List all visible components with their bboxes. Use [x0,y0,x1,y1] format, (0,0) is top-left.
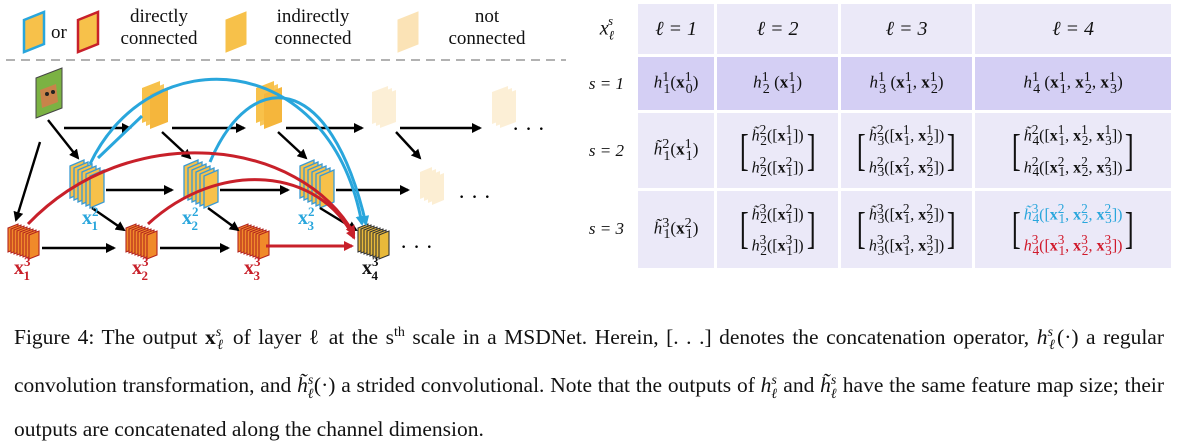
scale1-blocks [142,81,516,129]
label-x2-2: x2 2 [182,204,199,233]
caption-text-3: a regular convolution transformation, an… [14,325,1165,398]
legend-faded-block-icon [397,11,419,53]
red-arrows [26,151,356,251]
legend-indirect-block-icon [225,11,247,53]
cell-s2-l2: [h̃22([x11]) h22([x21])] [714,110,840,190]
caption-th: th [393,325,405,340]
cell-s1-l2: h12 (x11) [714,54,840,112]
label-x1-2: x2 1 [82,204,99,233]
cell-s1-l1: h11(x10) [637,54,716,112]
legend-or-text: or [51,22,67,43]
label-x1-3: x3 1 [14,254,31,283]
legend-directly-text: directly connected [120,6,198,49]
scale3-blocks [7,223,390,260]
legend-not-text: not connected [448,6,526,49]
row-label-s2: s = 2 [575,110,638,190]
row-label-s1: s = 1 [575,54,638,112]
caption-text-5: and [777,373,821,398]
cell-s3-l2: [h̃32([x21]) h32([x31])] [714,188,840,268]
cat-image [35,67,63,119]
node-labels: x2 1 x2 2 x2 3 x3 1 x3 2 x3 3 x3 4 [14,204,379,283]
label-x2-3: x3 2 [132,254,149,283]
legend: or directly connected indirectly connect… [0,0,570,62]
ellipsis-row1: · · · [512,116,545,141]
legend-blue-block-icon [22,10,46,54]
caption-text-1: of layer ℓ at the s [232,325,394,350]
label-x4-3: x3 4 [362,254,379,283]
figure-caption: Figure 4: The output xsℓ of layer ℓ at t… [14,325,1165,441]
cell-s1-l4: h14 (x11, x12, x13) [972,54,1171,112]
header-l2: ℓ = 2 [714,4,840,56]
black-arrows [13,119,482,253]
caption-text-4: a strided convolutional. Note that the o… [335,373,761,398]
ellipsis-row3: · · · [400,234,433,259]
label-x3-3: x3 3 [244,254,261,283]
header-l4: ℓ = 4 [972,4,1171,56]
header-l1: ℓ = 1 [637,4,716,56]
caption-x-symbol: x [204,325,216,350]
cell-s2-l1: h̃21(x11) [637,110,716,190]
legend-red-block-icon [76,10,100,54]
legend-indirectly-text: indirectly connected [274,6,352,49]
scale2-blocks [69,159,444,209]
row-label-s3: s = 3 [575,188,638,268]
msdnet-table: xℓs ℓ = 1 ℓ = 2 ℓ = 3 ℓ = 4 s = 1 h11(x1… [575,4,1171,268]
msdnet-diagram: · · · · · · · · · x2 1 x2 2 x2 3 x3 1 x3 2 x3… [7,67,545,283]
blue-arrows [88,77,370,226]
cell-s2-l4: [h̃24([x11, x12, x13]) h24([x21, x22, x23… [972,110,1171,190]
table-corner: xℓs [575,4,638,56]
ellipsis-row2: · · · [458,184,491,209]
cell-s3-l3: [h̃33([x21, x22]) h33([x31, x32])] [837,188,974,268]
caption-text-2: scale in a MSDNet. Herein, [. . .] denot… [404,325,1037,350]
cell-s3-l1: h̃31(x21) [637,188,716,268]
cell-s3-l4: [h̃34([x21, x22, x23]) h34([x31, x32, x33… [972,188,1171,268]
cell-s1-l3: h13 (x11, x12) [837,54,974,112]
legend-icons [6,10,566,61]
label-x3-2: x2 3 [298,204,315,233]
header-l3: ℓ = 3 [837,4,974,56]
cell-s2-l3: [h̃23([x11, x12]) h23([x21, x22])] [837,110,974,190]
caption-prefix: Figure 4: The output [14,325,198,350]
